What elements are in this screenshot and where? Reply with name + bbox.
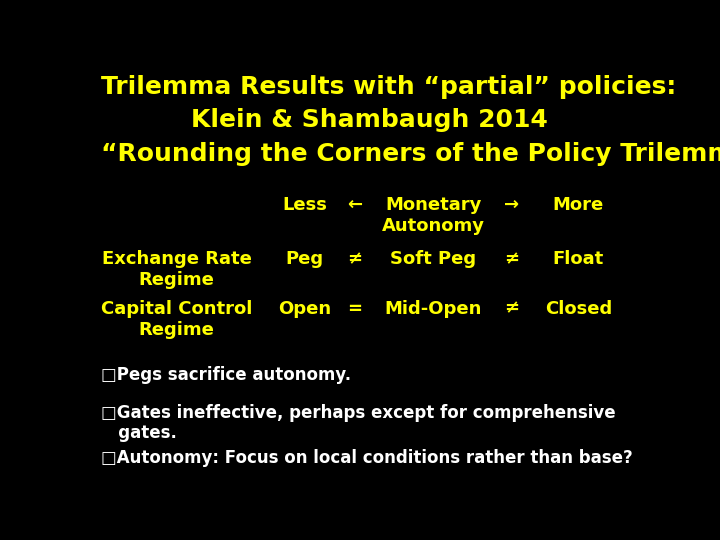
Text: Klein & Shambaugh 2014: Klein & Shambaugh 2014: [191, 109, 547, 132]
Text: □Autonomy: Focus on local conditions rather than base?: □Autonomy: Focus on local conditions rat…: [101, 449, 633, 468]
Text: Trilemma Results with “partial” policies:: Trilemma Results with “partial” policies…: [101, 75, 676, 99]
Text: Closed: Closed: [544, 300, 612, 318]
Text: “Rounding the Corners of the Policy Trilemma”: “Rounding the Corners of the Policy Tril…: [101, 141, 720, 166]
Text: Peg: Peg: [286, 250, 324, 268]
Text: =: =: [348, 300, 363, 318]
Text: →: →: [504, 196, 519, 214]
Text: Open: Open: [278, 300, 331, 318]
Text: Capital Control
Regime: Capital Control Regime: [101, 300, 252, 339]
Text: More: More: [553, 196, 604, 214]
Text: ≠: ≠: [504, 300, 519, 318]
Text: ≠: ≠: [504, 250, 519, 268]
Text: Float: Float: [553, 250, 604, 268]
Text: Mid-Open: Mid-Open: [384, 300, 482, 318]
Text: Exchange Rate
Regime: Exchange Rate Regime: [102, 250, 251, 289]
Text: Monetary
Autonomy: Monetary Autonomy: [382, 196, 485, 234]
Text: □Pegs sacrifice autonomy.: □Pegs sacrifice autonomy.: [101, 366, 351, 384]
Text: Soft Peg: Soft Peg: [390, 250, 476, 268]
Text: □Gates ineffective, perhaps except for comprehensive
   gates.: □Gates ineffective, perhaps except for c…: [101, 404, 616, 442]
Text: ≠: ≠: [348, 250, 363, 268]
Text: Less: Less: [282, 196, 328, 214]
Text: ←: ←: [348, 196, 363, 214]
